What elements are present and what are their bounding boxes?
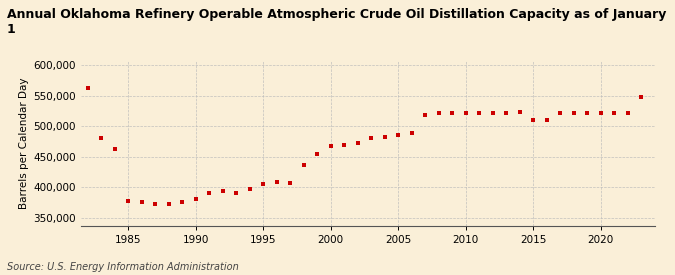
Point	[595, 111, 606, 116]
Point	[366, 136, 377, 141]
Text: Annual Oklahoma Refinery Operable Atmospheric Crude Oil Distillation Capacity as: Annual Oklahoma Refinery Operable Atmosp…	[7, 8, 666, 36]
Point	[555, 111, 566, 116]
Point	[217, 189, 228, 194]
Point	[244, 187, 255, 191]
Point	[231, 191, 242, 196]
Point	[622, 111, 633, 116]
Point	[177, 200, 188, 205]
Point	[487, 111, 498, 116]
Y-axis label: Barrels per Calendar Day: Barrels per Calendar Day	[20, 77, 29, 209]
Point	[163, 202, 174, 207]
Point	[136, 200, 147, 205]
Point	[582, 111, 593, 116]
Point	[109, 147, 120, 152]
Point	[150, 202, 161, 207]
Point	[258, 182, 269, 186]
Point	[298, 163, 309, 167]
Point	[528, 118, 539, 122]
Point	[339, 142, 350, 147]
Text: Source: U.S. Energy Information Administration: Source: U.S. Energy Information Administ…	[7, 262, 238, 272]
Point	[609, 111, 620, 116]
Point	[271, 180, 282, 185]
Point	[285, 181, 296, 186]
Point	[501, 111, 512, 116]
Point	[474, 111, 485, 116]
Point	[123, 198, 134, 203]
Point	[541, 117, 552, 122]
Point	[514, 109, 525, 114]
Point	[460, 111, 471, 116]
Point	[420, 112, 431, 117]
Point	[325, 144, 336, 148]
Point	[393, 133, 404, 138]
Point	[96, 136, 107, 140]
Point	[447, 111, 458, 116]
Point	[568, 111, 579, 116]
Point	[190, 197, 201, 201]
Point	[352, 141, 363, 145]
Point	[82, 86, 93, 90]
Point	[406, 131, 417, 135]
Point	[433, 111, 444, 116]
Point	[204, 191, 215, 196]
Point	[636, 95, 647, 99]
Point	[312, 152, 323, 156]
Point	[379, 135, 390, 139]
